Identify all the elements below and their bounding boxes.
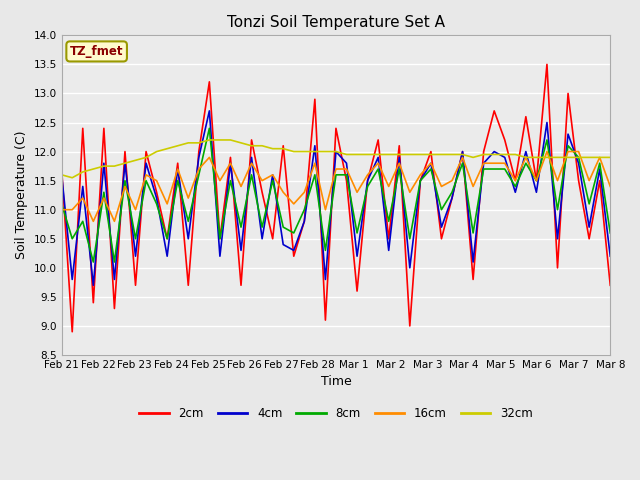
- 8cm: [427, 166, 435, 172]
- 32cm: [501, 152, 509, 157]
- 2cm: [68, 329, 76, 335]
- 32cm: [438, 152, 445, 157]
- 4cm: [501, 155, 509, 160]
- 32cm: [227, 137, 234, 143]
- 32cm: [396, 152, 403, 157]
- 8cm: [406, 236, 413, 241]
- 4cm: [90, 282, 97, 288]
- 8cm: [438, 207, 445, 213]
- 2cm: [396, 143, 403, 149]
- 16cm: [543, 149, 551, 155]
- 2cm: [543, 61, 551, 67]
- 8cm: [607, 230, 614, 236]
- 32cm: [68, 175, 76, 180]
- 8cm: [205, 125, 213, 131]
- 8cm: [396, 166, 403, 172]
- 4cm: [58, 172, 65, 178]
- 2cm: [58, 166, 65, 172]
- Line: 8cm: 8cm: [61, 128, 611, 262]
- Legend: 2cm, 4cm, 8cm, 16cm, 32cm: 2cm, 4cm, 8cm, 16cm, 32cm: [134, 402, 537, 425]
- 32cm: [58, 172, 65, 178]
- 2cm: [216, 236, 224, 241]
- 2cm: [607, 282, 614, 288]
- Line: 32cm: 32cm: [61, 140, 611, 178]
- 4cm: [396, 155, 403, 160]
- Text: TZ_fmet: TZ_fmet: [70, 45, 124, 58]
- 16cm: [385, 183, 392, 189]
- 4cm: [438, 224, 445, 230]
- 16cm: [58, 207, 65, 213]
- 4cm: [205, 108, 213, 114]
- 32cm: [406, 152, 413, 157]
- Y-axis label: Soil Temperature (C): Soil Temperature (C): [15, 131, 28, 259]
- 32cm: [607, 155, 614, 160]
- 32cm: [427, 152, 435, 157]
- 16cm: [90, 218, 97, 224]
- X-axis label: Time: Time: [321, 375, 351, 388]
- 8cm: [227, 178, 234, 183]
- 16cm: [216, 178, 224, 183]
- Title: Tonzi Soil Temperature Set A: Tonzi Soil Temperature Set A: [227, 15, 445, 30]
- 32cm: [205, 137, 213, 143]
- 8cm: [58, 201, 65, 207]
- 16cm: [417, 172, 424, 178]
- 4cm: [227, 160, 234, 166]
- Line: 2cm: 2cm: [61, 64, 611, 332]
- 16cm: [490, 160, 498, 166]
- Line: 4cm: 4cm: [61, 111, 611, 285]
- 8cm: [90, 259, 97, 265]
- 2cm: [385, 236, 392, 241]
- 2cm: [427, 149, 435, 155]
- 16cm: [396, 160, 403, 166]
- Line: 16cm: 16cm: [61, 152, 611, 221]
- 2cm: [490, 108, 498, 114]
- 16cm: [427, 160, 435, 166]
- 4cm: [406, 265, 413, 271]
- 8cm: [501, 166, 509, 172]
- 4cm: [607, 253, 614, 259]
- 4cm: [427, 160, 435, 166]
- 16cm: [607, 183, 614, 189]
- 2cm: [417, 178, 424, 183]
